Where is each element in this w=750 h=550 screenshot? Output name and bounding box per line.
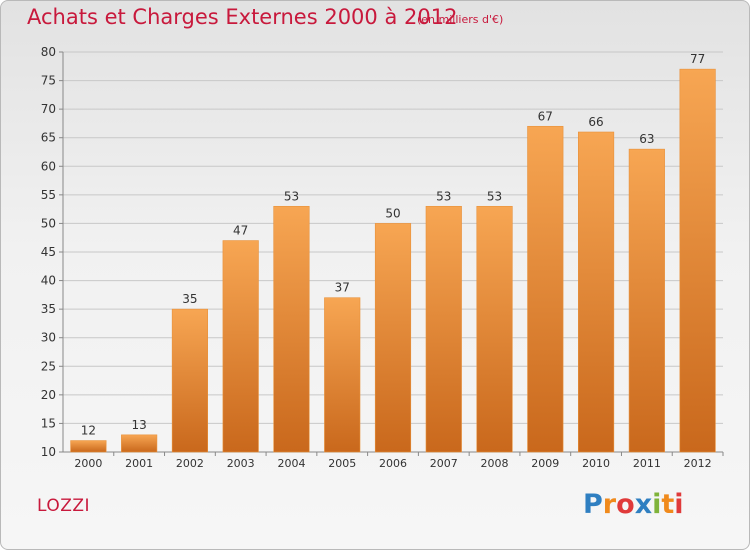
y-tick-label: 50	[41, 216, 56, 230]
x-tick-label-2008: 2008	[481, 457, 509, 470]
logo-letter: r	[602, 489, 617, 520]
bar-2005	[324, 297, 361, 453]
x-tick-label-2001: 2001	[125, 457, 153, 470]
bar-2009	[527, 125, 564, 453]
logo-letter: x	[634, 489, 653, 520]
x-tick-label-2012: 2012	[684, 457, 712, 470]
y-tick-label: 60	[41, 159, 56, 173]
labels: 10 15 20 25 30 35 40 45 50 55 60 65 70 75 80 12 2000 13 20…	[41, 45, 712, 470]
data-label-2008: 53	[487, 189, 502, 203]
x-tick-label-2009: 2009	[531, 457, 559, 470]
chart-unit: (en milliers d'€)	[417, 13, 504, 26]
bar-2004	[273, 205, 310, 453]
data-label-2009: 67	[538, 109, 553, 123]
x-tick-label-2010: 2010	[582, 457, 610, 470]
proxiti-logo[interactable]: Proxiti	[583, 489, 684, 520]
bar-2002	[171, 308, 208, 453]
bars	[70, 68, 716, 453]
commune-name: LOZZI	[37, 496, 91, 516]
bar-2010	[578, 131, 615, 453]
x-tick-label-2005: 2005	[328, 457, 356, 470]
y-tick-label: 45	[41, 245, 56, 259]
y-tick-label: 55	[41, 188, 56, 202]
data-label-2003: 47	[233, 224, 248, 238]
y-tick-label: 15	[41, 416, 56, 430]
y-tick-label: 75	[41, 74, 56, 88]
x-tick-label-2004: 2004	[277, 457, 305, 470]
y-tick-label: 40	[41, 274, 56, 288]
bar-2000	[70, 440, 107, 453]
logo-letter: P	[583, 489, 603, 520]
data-label-2000: 12	[81, 424, 96, 438]
y-tick-label: 65	[41, 131, 56, 145]
y-tick-label: 25	[41, 359, 56, 373]
y-tick-label: 10	[41, 445, 56, 459]
bar-2011	[628, 148, 665, 453]
data-label-2010: 66	[588, 115, 603, 129]
data-label-2002: 35	[182, 292, 197, 306]
x-tick-label-2011: 2011	[633, 457, 661, 470]
bar-2006	[374, 223, 412, 453]
bar-2008	[476, 205, 513, 453]
data-label-2007: 53	[436, 189, 451, 203]
bar-2001	[121, 434, 158, 453]
chart-title: Achats et Charges Externes 2000 à 2012	[27, 5, 458, 29]
data-label-2011: 63	[639, 132, 654, 146]
data-label-2004: 53	[284, 189, 299, 203]
y-tick-label: 20	[41, 388, 56, 402]
bar-2003	[222, 240, 259, 453]
y-tick-label: 70	[41, 102, 56, 116]
data-label-2005: 37	[335, 281, 350, 295]
bar-2007	[425, 205, 462, 453]
x-tick-label-2000: 2000	[74, 457, 102, 470]
logo-letter: i	[652, 489, 662, 520]
y-tick-label: 35	[41, 302, 56, 316]
bar-2012	[679, 68, 716, 453]
y-tick-label: 30	[41, 331, 56, 345]
x-tick-label-2007: 2007	[430, 457, 458, 470]
logo-letter: o	[616, 489, 635, 520]
data-label-2006: 50	[385, 206, 400, 220]
x-tick-label-2006: 2006	[379, 457, 407, 470]
x-tick-label-2002: 2002	[176, 457, 204, 470]
logo-letter: t	[661, 489, 675, 520]
y-tick-label: 80	[41, 45, 56, 59]
data-label-2012: 77	[690, 52, 705, 66]
logo-letter: i	[674, 489, 684, 520]
data-label-2001: 13	[132, 418, 147, 432]
x-tick-label-2003: 2003	[227, 457, 255, 470]
